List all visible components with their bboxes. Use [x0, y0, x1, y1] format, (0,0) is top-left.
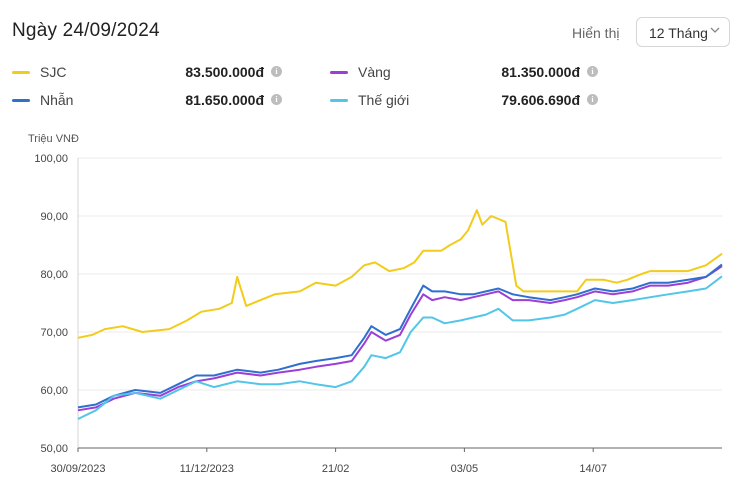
y-tick-label: 100,00 [34, 153, 68, 165]
legend-value: 81.650.000đ [185, 92, 264, 108]
legend-name: Thế giới [358, 92, 410, 108]
y-tick-label: 60,00 [40, 385, 68, 397]
legend-swatch [330, 71, 348, 74]
display-period-label: Hiển thị [572, 25, 620, 41]
info-icon[interactable] [271, 66, 282, 77]
x-tick-label: 03/05 [451, 463, 479, 475]
legend-item-sjc[interactable]: SJC 83.500.000đ [12, 63, 282, 83]
legend-value: 79.606.690đ [501, 92, 580, 108]
chevron-down-icon [710, 27, 720, 33]
info-icon[interactable] [271, 94, 282, 105]
legend-item-vang[interactable]: Vàng 81.350.000đ [330, 63, 598, 83]
x-tick-label: 21/02 [322, 463, 350, 475]
series-line-1 [77, 209, 723, 339]
legend-name: Nhẫn [40, 92, 74, 108]
x-tick-label: 30/09/2023 [50, 463, 105, 475]
y-tick-label: 80,00 [40, 269, 68, 281]
series-line-4 [77, 275, 723, 420]
legend-name: Vàng [358, 64, 391, 80]
legend-swatch [12, 71, 30, 74]
legend-value: 81.350.000đ [501, 64, 580, 80]
y-tick-label: 90,00 [40, 211, 68, 223]
page-title: Ngày 24/09/2024 [12, 20, 160, 41]
period-select-value: 12 Tháng [649, 25, 708, 41]
series-line-2 [77, 265, 723, 412]
legend-swatch [330, 99, 348, 102]
y-tick-label: 50,00 [40, 443, 68, 455]
info-icon[interactable] [587, 94, 598, 105]
series-line-3 [77, 263, 723, 409]
legend-item-the-gioi[interactable]: Thế giới 79.606.690đ [330, 91, 598, 111]
y-tick-label: 70,00 [40, 327, 68, 339]
x-tick-label: 14/07 [579, 463, 607, 475]
info-icon[interactable] [587, 66, 598, 77]
legend-name: SJC [40, 64, 67, 80]
period-select[interactable]: 12 Tháng [636, 17, 730, 47]
legend-value: 83.500.000đ [185, 64, 264, 80]
legend-item-nhan[interactable]: Nhẫn 81.650.000đ [12, 91, 282, 111]
legend-swatch [12, 99, 30, 102]
y-axis-label: Triệu VNĐ [28, 133, 79, 145]
x-tick-label: 11/12/2023 [180, 463, 234, 475]
